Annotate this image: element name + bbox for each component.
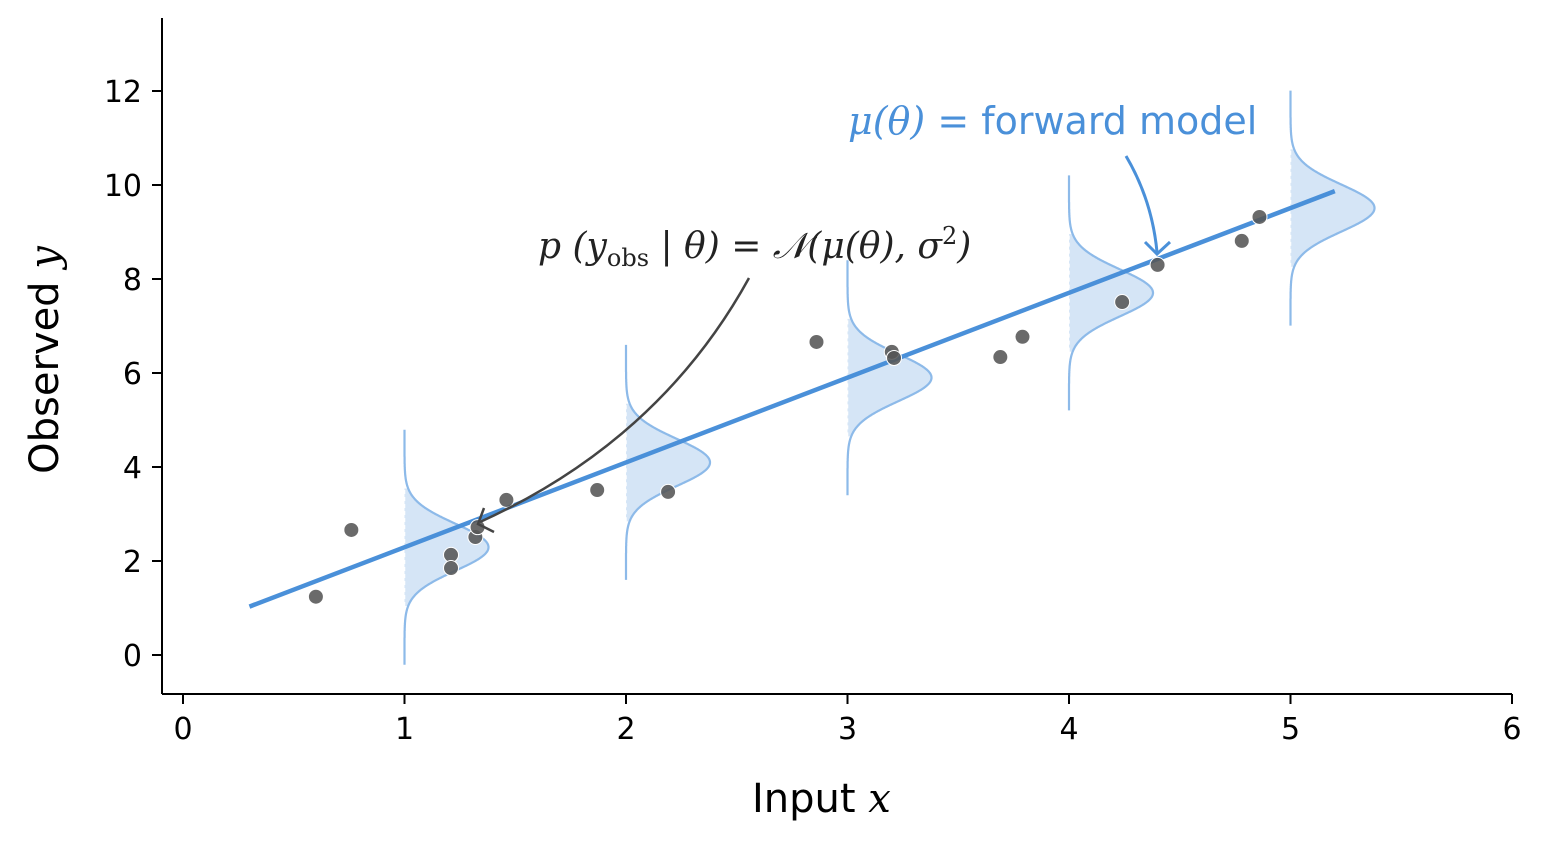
gaussian-curve [1067, 175, 1155, 411]
data-point [1149, 256, 1166, 273]
gaussian-fill [1069, 234, 1153, 352]
data-point [1114, 294, 1131, 311]
data-point [498, 491, 515, 508]
gaussian-curve [403, 429, 490, 665]
data-point [307, 588, 324, 605]
data-point [343, 521, 360, 538]
data-point [589, 482, 606, 499]
x-tick-label: 0 [173, 712, 192, 747]
x-tick-label: 4 [1059, 712, 1078, 747]
annotations: μ(θ) = forward model p (yobs | θ) = 𝒩(μ(… [476, 99, 1257, 534]
y-tick-label: 12 [104, 75, 142, 110]
data-point [443, 560, 460, 577]
gaussian-fill [847, 318, 932, 437]
observation-points [307, 208, 1268, 605]
model-arrow [1124, 155, 1159, 253]
x-tick-label: 3 [838, 712, 857, 747]
gaussian-fill [1290, 149, 1375, 267]
x-tick-label: 5 [1281, 712, 1300, 747]
likelihood-p: p (y [538, 226, 608, 267]
data-point [808, 333, 825, 350]
gaussian-fill [626, 403, 710, 522]
likelihood-arrowhead [476, 507, 495, 534]
gaussian-likelihoods [403, 90, 1376, 665]
data-point [992, 349, 1009, 366]
data-point [1233, 232, 1250, 249]
gaussian-curve [624, 344, 712, 580]
likelihood-sub: obs [607, 244, 649, 272]
likelihood-annotation: p (yobs | θ) = 𝒩(μ(θ), σ2) [538, 222, 971, 272]
data-point [660, 483, 677, 500]
y-tick-label: 6 [123, 357, 142, 392]
y-tick-label: 8 [123, 263, 142, 298]
likelihood-arrow [479, 277, 751, 524]
y-tick-label: 0 [123, 639, 142, 674]
model-annotation-text: = forward model [925, 99, 1257, 143]
model-arrowhead [1143, 240, 1172, 257]
x-tick-label: 6 [1502, 712, 1521, 747]
model-annotation-math: μ(θ) [848, 99, 925, 143]
y-tick-label: 2 [123, 545, 142, 580]
model-annotation: μ(θ) = forward model [848, 99, 1257, 143]
gaussian-fill [404, 488, 489, 606]
likelihood-rest: | θ) = 𝒩(μ(θ), σ [649, 226, 943, 267]
data-point [1251, 208, 1268, 225]
y-axis-label: Observed y [22, 245, 68, 474]
data-point [1014, 328, 1031, 345]
likelihood-sup: 2 [942, 222, 957, 250]
y-axis-label-text: Observed [22, 269, 68, 474]
x-axis-label: Input x [752, 776, 891, 822]
y-axis-label-math: y [22, 245, 68, 271]
x-tick-label: 1 [395, 712, 414, 747]
y-tick-label: 10 [104, 169, 142, 204]
likelihood-close: ) [956, 226, 971, 267]
x-axis-label-text: Input [752, 776, 868, 822]
y-tick-label: 4 [123, 451, 142, 486]
gaussian-curve [846, 260, 933, 496]
x-tick-label: 2 [616, 712, 635, 747]
gaussian-curve [1289, 90, 1376, 326]
x-axis-label-math: x [868, 776, 891, 822]
data-point [886, 349, 903, 366]
